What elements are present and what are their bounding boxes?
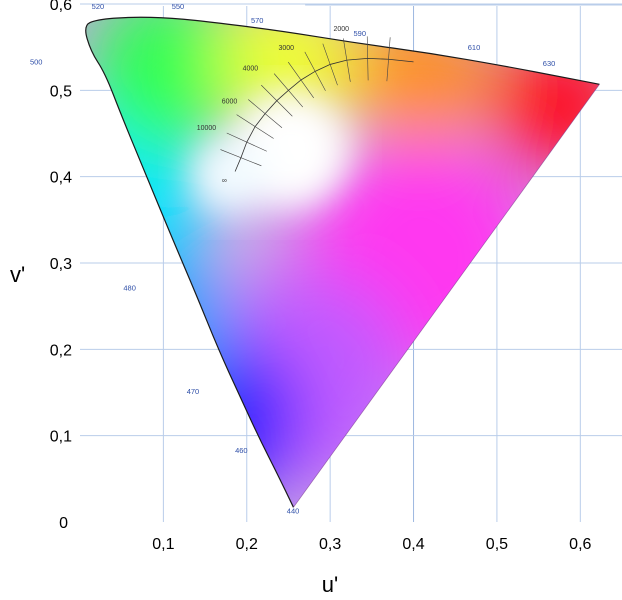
isotemperature-line	[220, 149, 262, 167]
x-tick-label: 0,6	[569, 536, 591, 553]
x-tick-label: 0,5	[486, 536, 508, 553]
planckian-curve	[234, 57, 414, 172]
isotemperature-line	[273, 73, 304, 108]
y-axis-title: v'	[10, 262, 25, 287]
isotemperature-line	[386, 37, 391, 82]
axis-ticks: 0,1 0,2 0,3 0,4 0,5 0,6 0 0,1 0,2 0,3 0,4 0,5 0,6	[50, 0, 592, 553]
y-tick-label: 0,5	[50, 83, 72, 100]
line-of-purples	[293, 84, 600, 508]
cct-label: 2000	[333, 26, 349, 33]
cct-labels: 2000 3000 4000 6000 10000 ∞	[197, 26, 349, 185]
wavelength-label: 590	[354, 29, 367, 38]
isotemperature-line	[248, 99, 283, 128]
isotemperature-line	[287, 61, 314, 99]
cct-label: 10000	[197, 125, 217, 132]
wavelength-label: 570	[251, 16, 264, 25]
wavelength-label: 480	[123, 284, 136, 293]
color-gamut-fill	[85, 17, 600, 508]
isotemperature-line	[366, 36, 369, 81]
x-tick-label: 0,4	[402, 536, 424, 553]
wavelength-label: 440	[287, 506, 300, 515]
x-tick-label: 0,3	[319, 536, 341, 553]
wavelength-label: 520	[92, 2, 105, 11]
isotemperature-line	[236, 114, 274, 139]
wavelength-label: 460	[235, 446, 248, 455]
wavelength-label: 630	[543, 59, 556, 68]
wavelength-label: 610	[468, 43, 481, 52]
x-tick-label: 0,2	[236, 536, 258, 553]
y-tick-label: 0,3	[50, 256, 72, 273]
cct-label: ∞	[222, 178, 227, 185]
cct-label: 3000	[278, 45, 294, 52]
isotemperature-line	[226, 132, 267, 152]
wavelength-label: 470	[187, 387, 200, 396]
planckian-locus	[220, 36, 414, 172]
isotemperature-line	[261, 84, 293, 117]
y-tick-label: 0,4	[50, 170, 72, 187]
cct-label: 4000	[243, 65, 259, 72]
spectral-locus	[85, 16, 600, 508]
y-tick-label: 0,6	[50, 0, 72, 14]
isotemperature-line	[304, 51, 326, 91]
y-tick-label: 0	[59, 515, 68, 532]
y-tick-label: 0,1	[50, 429, 72, 446]
cct-label: 6000	[222, 98, 238, 105]
x-axis-title: u'	[322, 572, 338, 597]
isotemperature-line	[322, 43, 338, 86]
wavelength-label: 500	[30, 57, 43, 66]
x-tick-label: 0,1	[152, 536, 174, 553]
isotemperature-line	[343, 38, 351, 82]
y-tick-label: 0,2	[50, 342, 72, 359]
wavelength-labels: 440 460 470 480 500 520 550 570 590 610 630	[30, 2, 555, 515]
wavelength-label: 550	[172, 2, 185, 11]
